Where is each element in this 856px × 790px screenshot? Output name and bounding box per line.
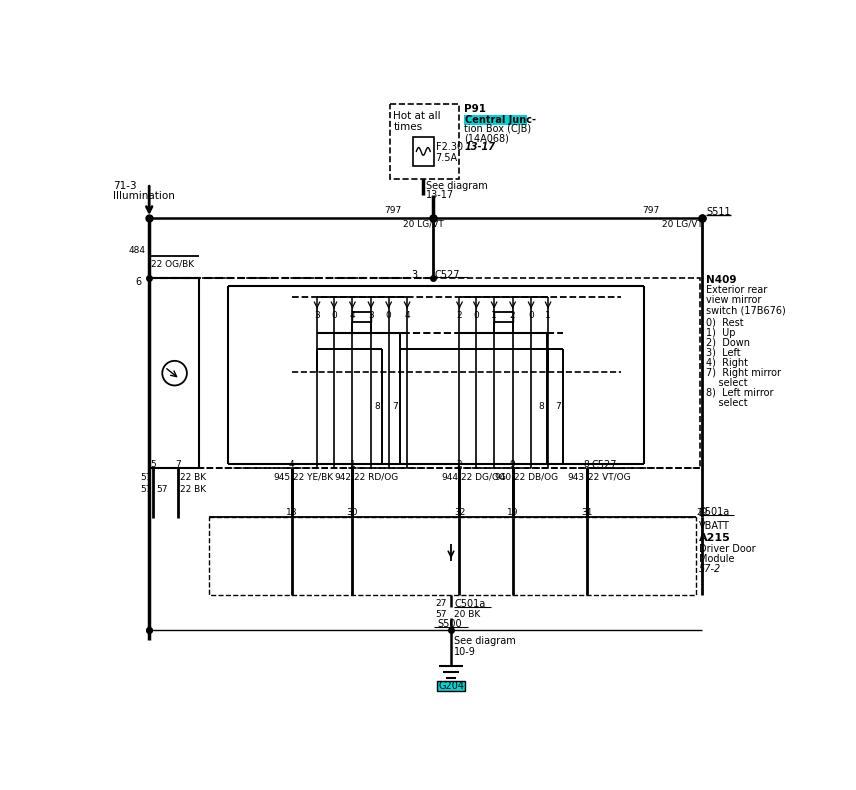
Text: 29: 29 [696,509,708,517]
Text: 940: 940 [494,473,511,482]
Text: 22 DB/OG: 22 DB/OG [514,473,558,482]
Text: 57-2: 57-2 [699,564,722,574]
Text: P91: P91 [464,103,486,114]
Text: 8: 8 [538,402,544,411]
Text: 942: 942 [334,473,351,482]
Text: 2: 2 [457,460,462,469]
Text: 484: 484 [128,246,146,255]
Text: 4: 4 [288,460,294,469]
Text: 8: 8 [374,402,380,411]
Text: 3)  Left: 3) Left [706,348,740,358]
Text: 4: 4 [349,310,355,319]
Text: 2: 2 [510,310,515,319]
Text: 8)  Left mirror: 8) Left mirror [706,388,773,398]
Text: 797: 797 [384,206,401,215]
Text: times: times [393,122,422,132]
Text: 71-3: 71-3 [113,181,137,190]
Text: 20 LG/VT: 20 LG/VT [662,220,703,228]
Text: A215: A215 [699,533,731,544]
Text: S500: S500 [437,619,461,629]
Text: 3: 3 [368,310,374,319]
Text: 7: 7 [556,402,562,411]
Text: 9: 9 [509,460,515,469]
Text: 7.5A: 7.5A [436,153,458,163]
Text: 31: 31 [580,509,592,517]
Text: 57: 57 [436,610,447,619]
Text: 30: 30 [347,509,358,517]
Text: C501a: C501a [699,507,730,517]
Text: 0: 0 [331,310,337,319]
Text: F2.30: F2.30 [436,142,463,152]
Text: 3: 3 [411,270,417,280]
Text: 20 LG/VT: 20 LG/VT [403,220,444,228]
Text: Central Junc-: Central Junc- [465,115,536,125]
Text: 4)  Right: 4) Right [706,358,748,368]
Text: VBATT: VBATT [699,521,730,531]
FancyBboxPatch shape [464,115,527,125]
Text: switch (17B676): switch (17B676) [706,306,786,315]
Text: Illumination: Illumination [113,191,175,201]
Text: See diagram: See diagram [426,181,488,190]
Text: 20 BK: 20 BK [454,610,480,619]
Text: 1: 1 [349,460,355,469]
Text: See diagram: See diagram [454,637,516,646]
Text: Module: Module [699,554,734,564]
Text: 22 YE/BK: 22 YE/BK [293,473,333,482]
Text: 1: 1 [491,310,497,319]
Text: Exterior rear: Exterior rear [706,285,767,295]
Text: 1: 1 [545,310,551,319]
Text: 6: 6 [135,277,141,287]
Text: 19: 19 [507,509,519,517]
Text: N409: N409 [706,275,736,284]
Text: 27: 27 [436,600,447,608]
Text: 57: 57 [140,473,152,482]
Text: 3: 3 [314,310,320,319]
Text: 944: 944 [441,473,458,482]
Text: 22 RD/OG: 22 RD/OG [354,473,398,482]
Text: Driver Door: Driver Door [699,544,756,554]
Text: 4: 4 [404,310,410,319]
Text: 0: 0 [386,310,391,319]
Text: 5: 5 [150,460,156,469]
Text: 22 VT/OG: 22 VT/OG [588,473,631,482]
Text: C501a: C501a [454,599,485,609]
Text: Hot at all: Hot at all [393,111,441,122]
Text: 22 BK: 22 BK [180,473,206,482]
Text: 13-17: 13-17 [464,142,495,152]
Text: 10-9: 10-9 [454,646,476,656]
Text: S511: S511 [706,207,730,216]
Text: 13-17: 13-17 [426,190,455,200]
Bar [413,137,434,166]
Text: select: select [706,378,747,388]
Text: G204: G204 [438,681,464,691]
Text: 0)  Rest: 0) Rest [706,318,744,328]
Text: tion Box (CJB): tion Box (CJB) [464,125,532,134]
Text: 797: 797 [643,206,660,215]
Text: 8: 8 [584,460,590,469]
Text: view mirror: view mirror [706,295,761,306]
Text: 18: 18 [286,509,297,517]
Text: 2: 2 [457,310,462,319]
Text: C527: C527 [591,460,616,470]
Text: 0: 0 [528,310,534,319]
Text: 7: 7 [175,460,181,469]
Text: select: select [706,398,747,408]
Text: 7: 7 [392,402,398,411]
Text: 22 OG/BK: 22 OG/BK [151,260,193,269]
Text: 22 BK: 22 BK [180,485,206,495]
Text: 22 DG/OG: 22 DG/OG [461,473,506,482]
FancyBboxPatch shape [437,681,465,690]
Text: 945: 945 [273,473,290,482]
Text: 943: 943 [568,473,585,482]
Text: 0: 0 [473,310,479,319]
Text: 32: 32 [454,509,465,517]
Text: 1)  Up: 1) Up [706,328,735,338]
Text: 2)  Down: 2) Down [706,338,750,348]
Text: 57: 57 [140,485,152,495]
Text: 57: 57 [156,485,168,495]
Text: 7)  Right mirror: 7) Right mirror [706,368,781,378]
Text: C527: C527 [435,270,461,280]
Text: (14A068): (14A068) [464,134,509,144]
